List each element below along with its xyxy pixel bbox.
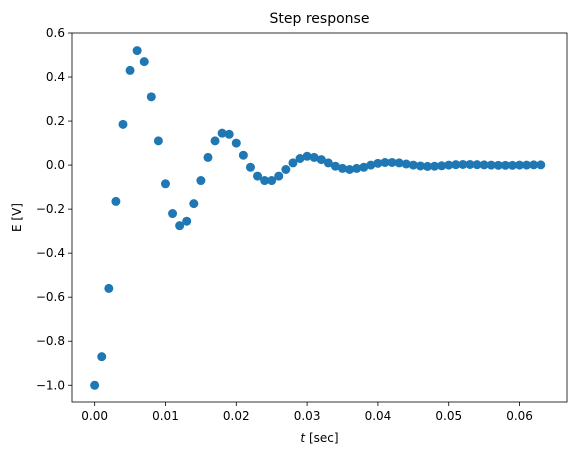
data-point-1 [97,352,107,362]
data-point-50 [444,160,454,170]
x-tick-label-6: 0.06 [506,409,533,423]
data-point-48 [430,161,440,171]
data-point-43 [394,158,404,168]
y-tick-label-0: −1.0 [36,378,65,392]
data-point-3 [111,196,121,206]
data-point-5 [125,65,135,75]
data-point-63 [536,160,546,170]
data-point-37 [352,163,362,173]
data-point-32 [316,155,326,165]
data-point-12 [175,221,185,231]
data-point-30 [302,151,312,161]
chart-title: Step response [270,11,370,27]
data-point-31 [309,152,319,162]
data-point-53 [465,159,475,169]
y-tick-label-4: −0.2 [36,202,65,216]
y-tick-label-7: 0.4 [46,70,65,84]
data-points [90,46,546,390]
y-tick-label-5: 0.0 [46,158,65,172]
x-tick-label-5: 0.05 [435,409,462,423]
data-point-54 [472,160,482,170]
data-point-38 [359,162,369,172]
data-point-7 [139,57,149,67]
data-point-24 [260,176,270,186]
data-point-33 [323,158,333,168]
plot-frame [71,32,568,403]
data-point-29 [295,154,305,163]
data-point-9 [153,136,163,146]
data-point-14 [189,199,199,209]
data-point-25 [267,176,277,186]
data-point-52 [458,159,468,169]
data-point-59 [507,160,517,170]
y-tick-label-2: −0.6 [36,290,65,304]
data-point-28 [288,158,298,168]
data-point-0 [90,380,100,390]
x-tick-label-0: 0.00 [81,409,108,423]
x-axis-label-variable: t [300,431,306,445]
data-point-2 [104,283,114,293]
data-point-47 [422,161,432,171]
data-point-4 [118,119,128,129]
data-point-40 [373,158,383,168]
data-point-46 [415,161,425,171]
x-axis-label-unit: [sec] [305,431,338,445]
data-point-49 [437,161,447,171]
data-point-45 [408,160,418,170]
data-point-36 [345,165,355,174]
data-point-26 [274,171,284,181]
data-point-39 [366,160,376,170]
data-point-57 [493,160,503,170]
data-point-34 [330,161,340,171]
data-point-23 [253,171,263,181]
x-axis: 0.00 0.01 0.02 0.03 0.04 0.05 0.06 [81,402,533,423]
data-point-18 [217,128,227,138]
x-tick-label-1: 0.01 [152,409,179,423]
data-point-10 [160,179,170,189]
data-point-27 [281,165,291,174]
y-tick-label-8: 0.6 [46,26,65,40]
x-tick-label-3: 0.03 [294,409,321,423]
data-point-11 [168,209,178,219]
y-tick-label-6: 0.2 [46,114,65,128]
data-point-56 [486,160,496,170]
data-point-61 [522,160,532,170]
data-point-60 [515,160,525,170]
x-tick-label-2: 0.02 [223,409,250,423]
data-point-13 [182,216,192,226]
data-point-20 [231,138,241,148]
data-point-42 [387,157,397,167]
data-point-22 [245,162,255,172]
data-point-44 [401,159,411,169]
data-point-55 [479,160,489,170]
data-point-15 [196,176,206,186]
data-point-58 [500,160,510,170]
data-point-8 [146,92,156,102]
data-point-17 [210,136,220,146]
data-point-35 [338,163,348,173]
y-axis-label: E [V] [10,203,24,232]
y-tick-label-3: −0.4 [36,246,65,260]
data-point-21 [238,150,248,160]
data-point-6 [132,46,142,56]
x-axis-label: t [sec] [300,431,338,445]
data-point-19 [224,129,234,139]
data-point-51 [451,160,461,170]
y-tick-label-1: −0.8 [36,334,65,348]
data-point-62 [529,160,539,170]
data-point-16 [203,152,213,162]
y-axis: −1.0 −0.8 −0.6 −0.4 −0.2 0.0 0.2 0.4 0.6 [36,26,72,392]
data-point-41 [380,157,390,167]
x-tick-label-4: 0.04 [365,409,392,423]
